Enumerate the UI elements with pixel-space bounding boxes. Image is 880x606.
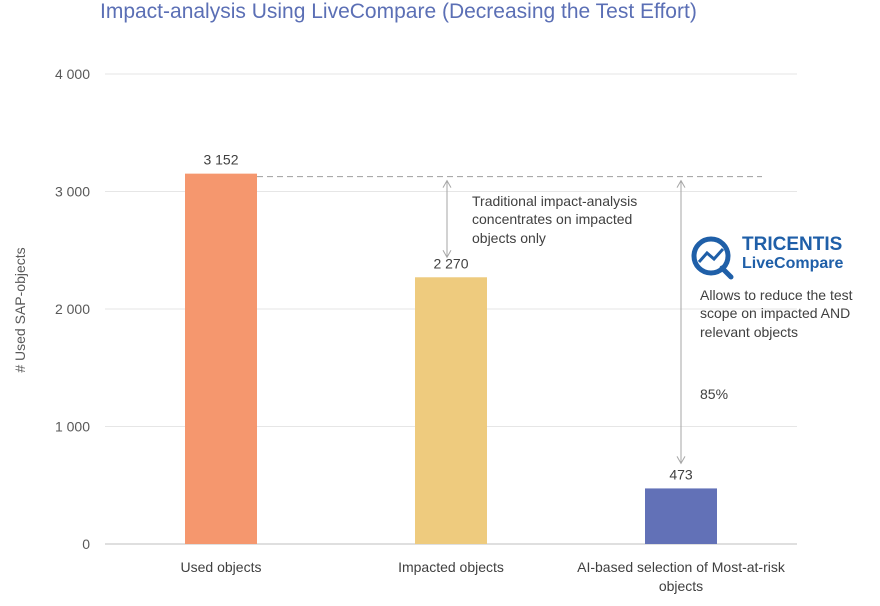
difference-arrow-ai: [676, 179, 686, 465]
y-tick-label: 4 000: [55, 66, 90, 82]
data-label: 3 152: [203, 152, 238, 168]
y-tick-label: 2 000: [55, 301, 90, 317]
logo-q-icon: [691, 236, 731, 276]
bar: [415, 277, 487, 544]
y-tick-label: 3 000: [55, 184, 90, 200]
allows-note-line-1: Allows to reduce the test: [700, 287, 853, 303]
difference-arrow-impacted: [442, 179, 452, 259]
data-label: 473: [669, 466, 693, 482]
traditional-note-line-2: concentrates on impacted: [472, 211, 632, 227]
x-tick-label-continued: objects: [659, 578, 703, 594]
bar: [185, 173, 257, 544]
x-tick-label: AI-based selection of Most-at-risk: [577, 559, 786, 575]
y-axis-label: # Used SAP-objects: [12, 247, 28, 372]
data-label: 2 270: [433, 255, 468, 271]
y-tick-label: 1 000: [55, 419, 90, 435]
logo-q-tail-icon: [719, 265, 734, 280]
traditional-note-line-1: Traditional impact-analysis: [472, 193, 637, 209]
brand-product: LiveCompare: [742, 255, 843, 272]
brand-name: TRICENTIS: [742, 234, 842, 255]
tricentis-logo: TRICENTIS LiveCompare: [691, 234, 843, 280]
bar: [645, 488, 717, 544]
x-tick-label: Used objects: [181, 559, 262, 575]
traditional-note-line-3: objects only: [472, 230, 546, 246]
percent-reduction-label: 85%: [700, 386, 728, 402]
allows-note-line-2: scope on impacted AND: [700, 305, 850, 321]
allows-note-line-3: relevant objects: [700, 324, 798, 340]
x-tick-label: Impacted objects: [398, 559, 504, 575]
y-tick-label: 0: [82, 536, 90, 552]
chart-title: Impact-analysis Using LiveCompare (Decre…: [100, 0, 697, 23]
logo-chart-line-icon: [697, 247, 725, 263]
